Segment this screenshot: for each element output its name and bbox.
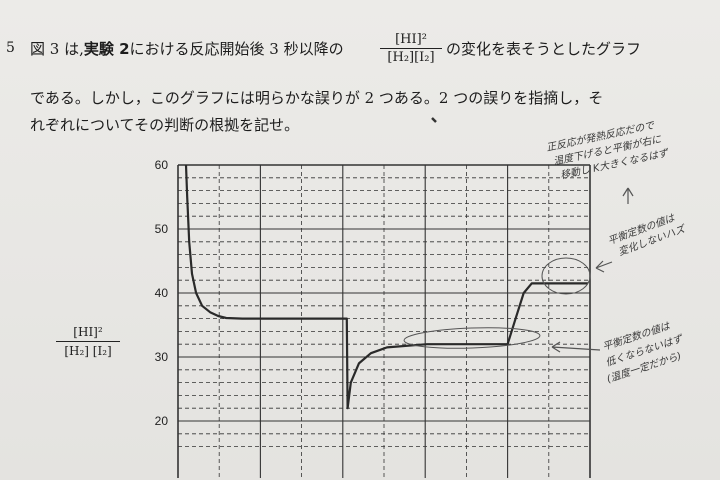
y-tick-label: 30 xyxy=(155,350,169,364)
question-line-1-prefix: 図 3 は, xyxy=(30,40,84,58)
y-axis-label-denominator: [H₂] [I₂] xyxy=(64,344,112,358)
fraction-denominator: [H₂][I₂] xyxy=(387,50,435,65)
y-tick-label: 20 xyxy=(155,414,169,428)
chart-grid xyxy=(177,164,591,478)
annotation-arrow-up xyxy=(622,187,634,204)
pen-mark xyxy=(431,117,437,123)
annotation-circle-mid xyxy=(403,327,541,349)
fraction-numerator: [HI]² xyxy=(380,32,442,49)
experiment-label: 実験 2 xyxy=(83,40,130,58)
question-line-1-mid: における反応開始後 3 秒以降の xyxy=(129,40,344,58)
y-axis-label-numerator: [HI]² xyxy=(56,325,120,342)
y-axis-label: [HI]² [H₂] [I₂] xyxy=(56,325,120,358)
y-tick-labels: 60 50 40 30 20 xyxy=(155,158,169,428)
annotation-arrow-mid xyxy=(551,341,601,353)
data-curve xyxy=(184,164,588,410)
annotation-arrow-right xyxy=(595,260,613,273)
question-line-3: れぞれについてその判断の根拠を記せ。 xyxy=(30,116,300,134)
handwritten-note-mid: 平衡定数の値は 変化しないハズ xyxy=(606,212,688,259)
handwritten-note-bottom: 平衡定数の値は 低くならないはず (温度一定だから) xyxy=(601,320,686,386)
question-line-1: 図 3 は,実験 2における反応開始後 3 秒以降の xyxy=(30,38,344,59)
annotation-circle-right xyxy=(541,257,591,295)
question-line-2: である。しかし，このグラフには明らかな誤りが 2 つある。2 つの誤りを指摘し，… xyxy=(30,89,604,107)
y-tick-label: 50 xyxy=(155,222,169,236)
equilibrium-fraction: [HI]² [H₂][I₂] xyxy=(380,32,442,65)
y-tick-label: 40 xyxy=(155,286,169,300)
question-line-1-suffix: の変化を表そうとしたグラフ xyxy=(446,40,642,58)
question-number: 5 xyxy=(6,40,15,56)
y-tick-label: 60 xyxy=(155,158,169,172)
handwritten-note-top: 正反応が発熱反応だので 温度下げると平衡が右に 移動し K大きくなるはず xyxy=(545,119,671,181)
